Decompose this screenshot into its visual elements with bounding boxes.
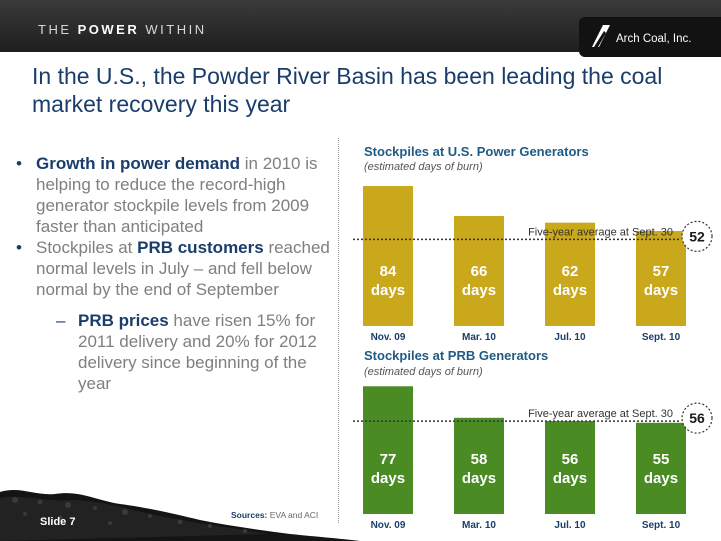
bar-unit-label: days [371, 282, 405, 299]
sources-text: EVA and ACI [267, 510, 319, 520]
tagline: THE POWER WITHIN [38, 22, 207, 37]
bar-0 [363, 186, 413, 326]
category-tick-label: Mar. 10 [462, 332, 496, 343]
bullet-item: • Growth in power demand in 2010 is helpi… [16, 153, 336, 237]
bullet-dot-icon: • [16, 238, 22, 257]
bullet-highlight: PRB customers [137, 238, 264, 257]
category-tick-label: Nov. 09 [371, 332, 406, 343]
bar-value-label: 57 [653, 263, 670, 280]
bar-unit-label: days [462, 470, 496, 487]
tagline-bold: POWER [77, 22, 140, 37]
bar-unit-label: days [644, 470, 678, 487]
coal-pile-image [0, 490, 360, 541]
tagline-post: WITHIN [145, 22, 207, 37]
bullet-highlight: PRB prices [78, 311, 169, 330]
logo-text: Arch Coal, Inc. [616, 33, 692, 45]
sub-bullet-item: – PRB prices have risen 15% for 2011 deli… [16, 310, 336, 394]
bullet-text: reached normal levels in July – and fell… [36, 238, 330, 299]
chart-title: Stockpiles at U.S. Power Generators [364, 144, 589, 159]
reference-value: 56 [689, 410, 705, 426]
bullet-list: • Growth in power demand in 2010 is helpi… [16, 153, 336, 394]
chart-subtitle: (estimated days of burn) [364, 161, 483, 173]
bar-2 [545, 421, 595, 514]
chart-svg: 77 days Nov. 09 58 days Mar. 10 56 days Jul. 10 5… [353, 386, 713, 531]
power-generators-chart: 84 days Nov. 09 66 days Mar. 10 62 days Jul. 10 5… [350, 176, 721, 344]
reference-badge [681, 220, 713, 252]
bar-unit-label: days [371, 470, 405, 487]
category-tick-label: Jul. 10 [554, 332, 586, 343]
sources-note: Sources: EVA and ACI [231, 510, 318, 520]
chart-svg: 84 days Nov. 09 66 days Mar. 10 62 days Jul. 10 5… [353, 186, 713, 343]
bar-value-label: 84 [380, 263, 397, 280]
category-tick-label: Mar. 10 [462, 520, 496, 531]
category-tick-label: Sept. 10 [642, 332, 681, 343]
bar-value-label: 55 [653, 451, 670, 468]
tagline-pre: THE [38, 22, 72, 37]
sources-label: Sources: [231, 510, 268, 520]
reference-label: Five-year average at Sept. 30 [528, 226, 673, 238]
reference-badge [681, 402, 713, 434]
bar-0 [363, 386, 413, 514]
bullet-dot-icon: • [16, 154, 22, 173]
bar-1 [454, 417, 504, 514]
bar-value-label: 66 [471, 263, 488, 280]
bar-value-label: 58 [471, 451, 488, 468]
slide-title: In the U.S., the Powder River Basin has … [32, 63, 663, 117]
bullet-text: have risen 15% for 2011 delivery and 20%… [78, 311, 317, 393]
category-tick-label: Jul. 10 [554, 520, 586, 531]
bar-unit-label: days [553, 282, 587, 299]
column-divider [338, 138, 339, 523]
reference-value: 52 [689, 228, 705, 244]
bar-value-label: 56 [562, 451, 579, 468]
bullet-highlight: Growth in power demand [36, 154, 241, 173]
bar-unit-label: days [462, 282, 496, 299]
reference-label: Five-year average at Sept. 30 [528, 408, 673, 420]
bar-unit-label: days [644, 282, 678, 299]
chart-subtitle: (estimated days of burn) [364, 366, 483, 378]
category-tick-label: Nov. 09 [371, 520, 406, 531]
bullet-text: Stockpiles at [36, 238, 138, 257]
slide-number: Slide 7 [40, 516, 76, 528]
bullet-text: in 2010 is helping to reduce the record-… [36, 154, 318, 236]
bar-3 [636, 231, 686, 326]
chart-title: Stockpiles at PRB Generators [364, 348, 549, 363]
bar-unit-label: days [553, 470, 587, 487]
bar-1 [454, 216, 504, 326]
bar-value-label: 77 [380, 451, 397, 468]
bullet-item: • Stockpiles at PRB customers reached nor… [16, 237, 336, 300]
prb-generators-chart: 77 days Nov. 09 58 days Mar. 10 56 days Jul. 10 5… [350, 378, 721, 536]
category-tick-label: Sept. 10 [642, 520, 681, 531]
bar-value-label: 62 [562, 263, 579, 280]
bar-3 [636, 422, 686, 514]
company-logo: Arch Coal, Inc. [579, 17, 721, 57]
arch-logo-icon [592, 25, 610, 47]
dash-icon: – [56, 311, 66, 330]
